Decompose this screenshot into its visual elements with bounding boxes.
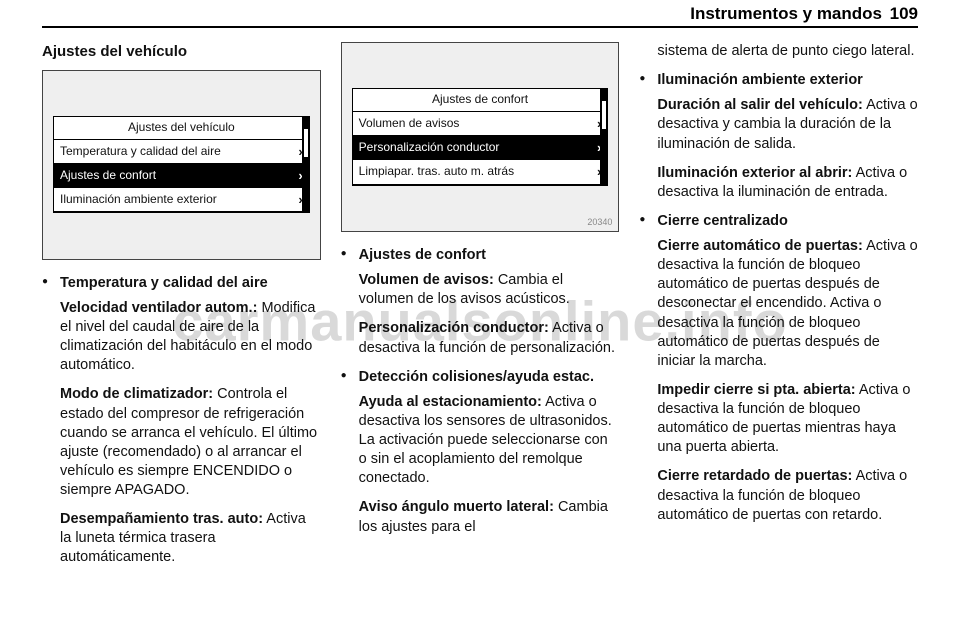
- screenshot-comfort-settings: Ajustes de confort Volumen de avisos › P…: [341, 42, 620, 232]
- menu-row-label: Personalización conductor: [359, 140, 500, 156]
- paragraph: Personalización conductor: Activa o desa…: [359, 319, 620, 357]
- paragraph-body: Activa o desactiva la función de bloqueo…: [657, 238, 917, 369]
- manual-page: Instrumentos y mandos 109 carmanualsonli…: [0, 0, 960, 642]
- menu-row-label: Iluminación ambiente exterior: [60, 192, 217, 208]
- bullet-head: Detección colisiones/ayuda estac.: [359, 368, 620, 387]
- col1-bullet-list: Temperatura y calidad del aire Velocidad…: [42, 274, 321, 578]
- paragraph: Ayuda al estacionamiento: Activa o desac…: [359, 393, 620, 489]
- screenshot-vehicle-settings: Ajustes del vehículo Temperatura y calid…: [42, 70, 321, 260]
- scrollbar: [302, 117, 309, 212]
- paragraph: Modo de climatizador: Controla el estado…: [60, 385, 321, 500]
- menu-title: Ajustes de confort: [353, 89, 608, 112]
- menu-comfort-settings: Ajustes de confort Volumen de avisos › P…: [352, 88, 609, 185]
- header-page-number: 109: [890, 4, 918, 24]
- paragraph-lead: Cierre retardado de puertas:: [657, 468, 852, 484]
- menu-row: Volumen de avisos ›: [353, 112, 608, 136]
- paragraph: Aviso ángulo muerto lateral: Cambia los …: [359, 498, 620, 536]
- bullet-item: Temperatura y calidad del aire Velocidad…: [42, 274, 321, 568]
- paragraph: Velocidad ventilador autom.: Modifica el…: [60, 299, 321, 376]
- bullet-head: Cierre centralizado: [657, 212, 918, 231]
- paragraph-lead: Volumen de avisos:: [359, 272, 494, 288]
- col2-bullet-list: Ajustes de confort Volumen de avisos: Ca…: [341, 246, 620, 547]
- bullet-head: Temperatura y calidad del aire: [60, 274, 321, 293]
- figure-number: 20340: [587, 217, 612, 229]
- menu-title: Ajustes del vehículo: [54, 117, 309, 140]
- bullet-head: Ajustes de confort: [359, 246, 620, 265]
- paragraph-lead: Duración al salir del vehículo:: [657, 97, 862, 113]
- menu-row-label: Ajustes de confort: [60, 168, 156, 184]
- paragraph: Desempañamiento tras. auto: Activa la lu…: [60, 510, 321, 567]
- header-rule: [42, 26, 918, 28]
- paragraph: Cierre retardado de puertas: Activa o de…: [657, 467, 918, 524]
- paragraph-lead: Iluminación exterior al abrir:: [657, 165, 852, 181]
- bullet-head: Iluminación ambiente exterior: [657, 71, 918, 90]
- menu-row-label: Volumen de avisos: [359, 116, 460, 132]
- paragraph-body: Controla el estado del compresor de refr…: [60, 386, 317, 498]
- paragraph-lead: Impedir cierre si pta. abierta:: [657, 382, 855, 398]
- menu-row-label: Temperatura y calidad del aire: [60, 144, 221, 160]
- column-3: sistema de alerta de punto ciego lateral…: [639, 42, 918, 632]
- menu-row: Temperatura y calidad del aire ›: [54, 140, 309, 164]
- header-section-title: Instrumentos y mandos: [690, 4, 882, 24]
- menu-vehicle-settings: Ajustes del vehículo Temperatura y calid…: [53, 116, 310, 213]
- menu-row-selected: Ajustes de confort ›: [54, 164, 309, 188]
- bullet-item: Iluminación ambiente exterior Duración a…: [639, 71, 918, 202]
- bullet-item: Cierre centralizado Cierre automático de…: [639, 212, 918, 525]
- continuation-text: sistema de alerta de punto ciego lateral…: [639, 42, 918, 61]
- paragraph-lead: Cierre automático de puertas:: [657, 238, 862, 254]
- column-2: Ajustes de confort Volumen de avisos › P…: [341, 42, 620, 632]
- paragraph-lead: Velocidad ventilador autom.:: [60, 300, 257, 316]
- scrollbar: [600, 89, 607, 184]
- paragraph: Cierre automático de puertas: Activa o d…: [657, 237, 918, 371]
- paragraph-lead: Ayuda al estacionamiento:: [359, 394, 542, 410]
- bullet-item: Detección colisiones/ayuda estac. Ayuda …: [341, 368, 620, 537]
- paragraph-lead: Personalización conductor:: [359, 320, 549, 336]
- menu-row-selected: Personalización conductor ›: [353, 136, 608, 160]
- paragraph-lead: Modo de climatizador:: [60, 386, 213, 402]
- menu-row-label: Limpiapar. tras. auto m. atrás: [359, 164, 514, 180]
- paragraph: Iluminación exterior al abrir: Activa o …: [657, 164, 918, 202]
- column-1: Ajustes del vehículo Ajustes del vehícul…: [42, 42, 321, 632]
- paragraph-lead: Aviso ángulo muerto lateral:: [359, 499, 554, 515]
- col3-bullet-list: Iluminación ambiente exterior Duración a…: [639, 71, 918, 535]
- paragraph-lead: Desempañamiento tras. auto:: [60, 511, 263, 527]
- paragraph: Volumen de avisos: Cambia el volumen de …: [359, 271, 620, 309]
- content-columns: Ajustes del vehículo Ajustes del vehícul…: [42, 42, 918, 632]
- menu-row: Limpiapar. tras. auto m. atrás ›: [353, 160, 608, 184]
- paragraph: Duración al salir del vehículo: Activa o…: [657, 96, 918, 153]
- paragraph: Impedir cierre si pta. abierta: Activa o…: [657, 381, 918, 458]
- menu-row: Iluminación ambiente exterior ›: [54, 188, 309, 212]
- col1-subhead: Ajustes del vehículo: [42, 42, 321, 62]
- bullet-item: Ajustes de confort Volumen de avisos: Ca…: [341, 246, 620, 358]
